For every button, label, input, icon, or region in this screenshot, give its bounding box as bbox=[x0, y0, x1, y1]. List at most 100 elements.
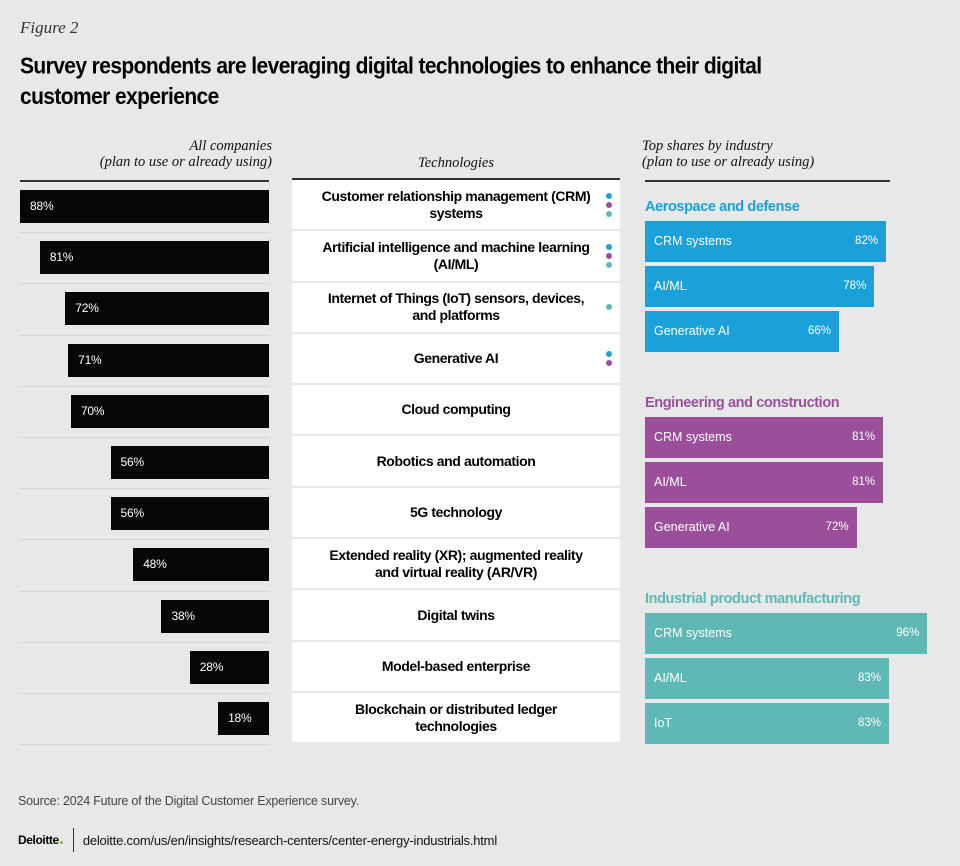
industry-bar-value: 66% bbox=[808, 325, 832, 337]
bar-value-label: 56% bbox=[120, 506, 145, 521]
all-companies-bars: 88% 81% 72% 71% 70% 56% 56% 48% 38% 28% 18% bbox=[20, 182, 269, 746]
all-companies-header-line1: All companies bbox=[189, 138, 272, 154]
technology-row: Customer relationship management (CRM) s… bbox=[292, 180, 620, 230]
industry-bar: AI/ML 81% bbox=[645, 462, 884, 503]
all-companies-row: 56% bbox=[20, 438, 269, 490]
all-companies-bar: 81% bbox=[39, 241, 269, 275]
all-companies-bar: 71% bbox=[68, 343, 269, 377]
chart-title: Survey respondents are leveraging digita… bbox=[20, 54, 762, 110]
technology-label: Internet of Things (IoT) sensors, device… bbox=[327, 290, 585, 324]
technology-label: 5G technology bbox=[409, 503, 503, 520]
technology-label: Model-based enterprise bbox=[381, 657, 531, 674]
industry-markers bbox=[606, 180, 612, 229]
industry-bar-category: CRM systems bbox=[654, 430, 732, 444]
bar-value-label: 38% bbox=[171, 608, 195, 623]
bar-value-label: 72% bbox=[75, 301, 99, 316]
all-companies-bar: 56% bbox=[110, 497, 269, 531]
all-companies-row: 81% bbox=[20, 233, 269, 285]
industry-bar-value: 96% bbox=[896, 627, 920, 639]
all-companies-bar: 70% bbox=[70, 394, 269, 428]
industry-bar: AI/ML 83% bbox=[645, 658, 890, 699]
technology-row: Internet of Things (IoT) sensors, device… bbox=[292, 282, 620, 332]
industry-bar: Generative AI 72% bbox=[645, 507, 857, 548]
industry-header-line2: (plan to use or already using) bbox=[642, 154, 815, 170]
technology-row: Model-based enterprise bbox=[292, 641, 620, 691]
technology-row: Blockchain or distributed ledger technol… bbox=[292, 692, 620, 743]
technology-label: Customer relationship management (CRM) s… bbox=[321, 187, 591, 221]
industry-bar: IoT 83% bbox=[645, 703, 890, 744]
all-companies-bar: 56% bbox=[110, 445, 269, 479]
technology-row: Robotics and automation bbox=[292, 436, 620, 486]
industry-header: Top shares by industry (plan to use or a… bbox=[642, 138, 814, 170]
technology-row: Artificial intelligence and machine lear… bbox=[292, 231, 620, 281]
engineering-marker-dot-icon bbox=[606, 360, 612, 367]
technology-label: Blockchain or distributed ledger technol… bbox=[355, 700, 557, 734]
deloitte-logo: Deloitte bbox=[18, 833, 63, 847]
figure-label: Figure 2 bbox=[20, 18, 79, 37]
deloitte-logo-text: Deloitte bbox=[18, 833, 59, 847]
technology-row: Extended reality (XR); augmented reality… bbox=[292, 539, 620, 589]
all-companies-bar: 72% bbox=[65, 292, 269, 326]
industry-bar-value: 83% bbox=[857, 672, 882, 684]
left-header-rule bbox=[20, 180, 269, 182]
industry-markers bbox=[606, 334, 612, 383]
industry-header-line1: Top shares by industry bbox=[642, 138, 773, 154]
industry-bar-value: 83% bbox=[857, 717, 882, 729]
technology-label: Robotics and automation bbox=[376, 452, 536, 469]
bar-value-label: 56% bbox=[120, 454, 145, 469]
all-companies-row: 88% bbox=[20, 182, 269, 234]
all-companies-row: 48% bbox=[20, 540, 269, 592]
all-companies-row: 28% bbox=[20, 643, 269, 694]
all-companies-row: 38% bbox=[20, 592, 269, 643]
industry-bar: CRM systems 82% bbox=[645, 221, 887, 262]
industry-bar-category: Generative AI bbox=[654, 520, 730, 534]
bar-value-label: 18% bbox=[228, 710, 252, 725]
bar-value-label: 70% bbox=[80, 403, 105, 418]
bar-value-label: 88% bbox=[30, 199, 54, 213]
all-companies-bar: 38% bbox=[161, 599, 269, 633]
all-companies-header-line2: (plan to use or already using) bbox=[99, 154, 272, 170]
industry-title: Engineering and construction bbox=[645, 395, 840, 411]
all-companies-row: 71% bbox=[20, 336, 269, 387]
logo-green-dot-icon bbox=[59, 841, 63, 844]
technology-row: Generative AI bbox=[292, 333, 620, 384]
all-companies-row: 72% bbox=[20, 284, 269, 336]
all-companies-row: 18% bbox=[20, 694, 269, 746]
engineering-marker-dot-icon bbox=[606, 252, 612, 259]
bar-value-label: 81% bbox=[49, 250, 74, 265]
engineering-marker-dot-icon bbox=[606, 201, 612, 208]
industry-title: Aerospace and defense bbox=[645, 199, 800, 215]
industry-bar-value: 78% bbox=[843, 280, 867, 292]
industry-bar-category: AI/ML bbox=[654, 671, 687, 685]
industry-bar: CRM systems 96% bbox=[645, 613, 928, 654]
footer: Deloitte deloitte.com/us/en/insights/res… bbox=[18, 828, 497, 852]
industrial-marker-dot-icon bbox=[606, 261, 612, 268]
footer-url-link[interactable]: deloitte.com/us/en/insights/research-cen… bbox=[82, 832, 498, 848]
industry-bar-category: CRM systems bbox=[654, 234, 732, 248]
technology-row: Digital twins bbox=[292, 590, 620, 640]
bar-value-label: 71% bbox=[78, 352, 102, 367]
industry-bar: Generative AI 66% bbox=[645, 311, 840, 352]
bar-value-label: 48% bbox=[143, 557, 167, 572]
tech-header-rule bbox=[292, 178, 620, 180]
industry-panel-industrial: Industrial product manufacturing CRM syst… bbox=[645, 591, 945, 748]
all-companies-bar: 88% bbox=[20, 190, 269, 223]
industry-title: Industrial product manufacturing bbox=[645, 591, 861, 607]
industry-bar-category: Generative AI bbox=[654, 324, 730, 338]
technologies-header: Technologies bbox=[418, 155, 494, 171]
aerospace-marker-dot-icon bbox=[606, 192, 612, 199]
technologies-list: Customer relationship management (CRM) s… bbox=[292, 180, 620, 744]
technology-row: 5G technology bbox=[292, 487, 620, 538]
industry-bar-category: AI/ML bbox=[654, 475, 687, 489]
industry-panel-aerospace: Aerospace and defense CRM systems 82% AI/ML… bbox=[645, 199, 945, 356]
all-companies-bar: 18% bbox=[218, 701, 269, 735]
footer-divider bbox=[72, 828, 74, 852]
industry-panel-engineering: Engineering and construction CRM systems 8… bbox=[645, 395, 945, 552]
industry-markers bbox=[606, 283, 612, 332]
industry-bar: AI/ML 78% bbox=[645, 266, 875, 307]
industry-bar-value: 72% bbox=[825, 521, 849, 533]
source-note: Source: 2024 Future of the Digital Custo… bbox=[18, 794, 360, 808]
industrial-marker-dot-icon bbox=[606, 304, 612, 311]
technology-label: Artificial intelligence and machine lear… bbox=[322, 238, 590, 272]
industrial-marker-dot-icon bbox=[606, 210, 612, 217]
